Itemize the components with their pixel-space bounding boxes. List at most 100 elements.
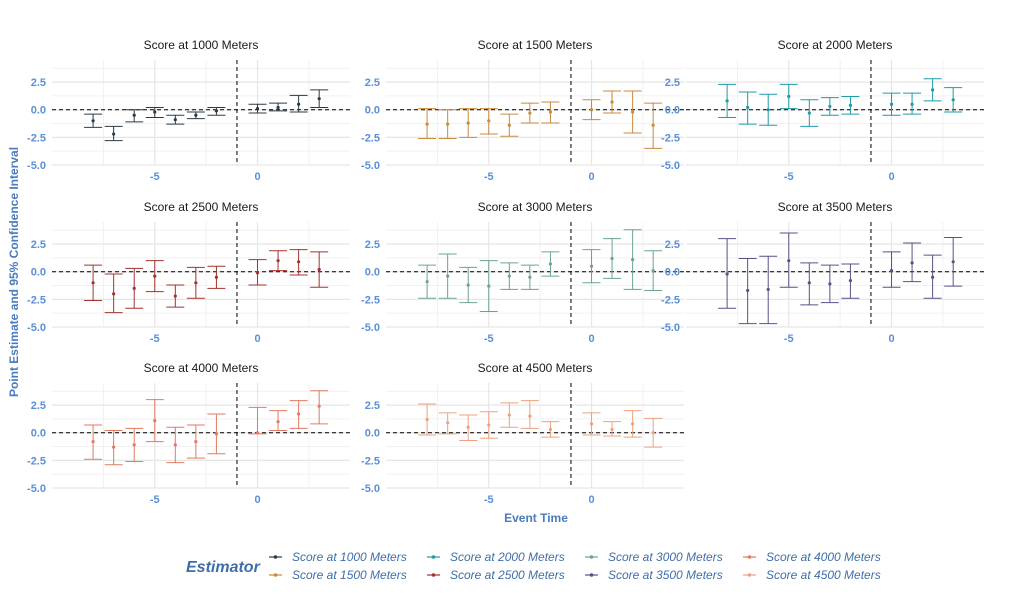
point-estimate	[194, 281, 198, 285]
x-tick-label: -5	[784, 171, 794, 183]
legend-label: Score at 2500 Meters	[450, 568, 565, 582]
point-estimate	[255, 107, 260, 111]
point-estimate	[317, 97, 321, 101]
point-estimate	[173, 294, 177, 298]
point-estimate	[153, 110, 157, 114]
point-estimate	[112, 445, 116, 449]
legend-title: Estimator	[186, 559, 261, 576]
point-estimate	[766, 287, 770, 292]
point-estimate	[651, 269, 655, 273]
y-tick-label: -5.0	[661, 322, 680, 334]
point-estimate	[951, 260, 955, 264]
point-estimate	[153, 274, 157, 278]
point-estimate	[297, 260, 301, 264]
point-estimate	[317, 404, 321, 408]
point-estimate	[910, 102, 914, 106]
point-estimate	[766, 108, 770, 112]
legend-label: Score at 3000 Meters	[608, 550, 723, 564]
point-estimate	[807, 111, 811, 115]
y-tick-label: -2.5	[27, 455, 46, 467]
point-estimate	[132, 286, 136, 290]
y-tick-label: 0.0	[31, 267, 46, 279]
y-tick-label: -2.5	[27, 132, 46, 144]
panel-title: Score at 1500 Meters	[478, 38, 593, 52]
legend-item: Score at 2000 Meters	[427, 550, 565, 564]
panel-title: Score at 2500 Meters	[144, 200, 259, 214]
point-estimate	[589, 422, 594, 426]
point-estimate	[848, 278, 853, 283]
point-estimate	[610, 100, 614, 104]
point-estimate	[528, 111, 532, 115]
facet-panel-7: Score at 4000 Meters 2.5 0.0 -2.5 -5.0 -5 0	[27, 361, 350, 506]
point-estimate	[746, 288, 750, 293]
point-estimate	[255, 271, 260, 275]
point-estimate	[631, 422, 635, 426]
legend-key-point	[747, 573, 752, 577]
point-estimate	[951, 98, 955, 102]
point-estimate	[487, 423, 491, 427]
point-estimate	[317, 267, 321, 272]
x-tick-label: -5	[150, 171, 160, 183]
x-tick-label: 0	[254, 171, 260, 183]
y-tick-label: 0.0	[31, 105, 46, 117]
point-estimate	[931, 88, 935, 92]
point-estimate	[487, 119, 491, 123]
point-estimate	[651, 123, 655, 127]
y-tick-label: 0.0	[365, 105, 380, 117]
y-tick-label: -5.0	[27, 160, 46, 172]
y-tick-label: -5.0	[361, 483, 380, 495]
y-tick-label: 2.5	[665, 239, 680, 251]
y-tick-label: -5.0	[361, 160, 380, 172]
point-estimate	[153, 418, 157, 423]
panel-title: Score at 3500 Meters	[778, 200, 893, 214]
point-estimate	[507, 274, 511, 278]
point-estimate	[725, 272, 729, 276]
y-tick-label: -5.0	[27, 322, 46, 334]
y-tick-label: 2.5	[665, 77, 680, 89]
x-tick-label: 0	[588, 494, 594, 506]
x-tick-label: 0	[254, 494, 260, 506]
y-tick-label: -5.0	[27, 483, 46, 495]
point-estimate	[446, 122, 450, 126]
point-estimate	[725, 99, 729, 103]
point-estimate	[589, 108, 594, 112]
x-tick-label: 0	[254, 333, 260, 345]
point-estimate	[425, 122, 429, 126]
legend-key-point	[273, 555, 278, 559]
y-tick-label: -5.0	[661, 160, 680, 172]
point-estimate	[548, 427, 553, 432]
point-estimate	[807, 281, 811, 285]
point-estimate	[276, 105, 280, 110]
point-estimate	[214, 432, 219, 436]
point-estimate	[297, 102, 301, 106]
point-estimate	[631, 257, 635, 262]
y-tick-label: 0.0	[31, 428, 46, 440]
facet-panel-3: Score at 2000 Meters 2.5 0.0 -2.5 -5.0 -5 0	[661, 38, 984, 183]
point-estimate	[446, 274, 450, 278]
legend-label: Score at 4500 Meters	[766, 568, 881, 582]
legend-key-point	[747, 555, 752, 559]
point-estimate	[548, 110, 553, 114]
point-estimate	[466, 121, 470, 125]
x-tick-label: -5	[484, 494, 494, 506]
point-estimate	[787, 94, 791, 99]
point-estimate	[787, 259, 791, 263]
y-tick-label: -2.5	[361, 455, 380, 467]
legend-key-point	[431, 573, 436, 577]
x-tick-label: 0	[588, 171, 594, 183]
y-tick-label: 0.0	[665, 267, 680, 279]
point-estimate	[297, 412, 301, 416]
legend-key-point	[431, 555, 436, 559]
y-tick-label: 0.0	[665, 105, 680, 117]
legend-label: Score at 4000 Meters	[766, 550, 881, 564]
facet-panel-4: Score at 2500 Meters 2.5 0.0 -2.5 -5.0 -5 0	[27, 200, 350, 345]
point-estimate	[255, 431, 260, 435]
x-tick-label: -5	[784, 333, 794, 345]
x-axis-title: Event Time	[504, 511, 568, 525]
y-tick-label: -2.5	[661, 294, 680, 306]
legend-label: Score at 3500 Meters	[608, 568, 723, 582]
point-estimate	[848, 103, 853, 107]
point-estimate	[112, 132, 116, 136]
x-tick-label: -5	[484, 171, 494, 183]
y-tick-label: -5.0	[361, 322, 380, 334]
